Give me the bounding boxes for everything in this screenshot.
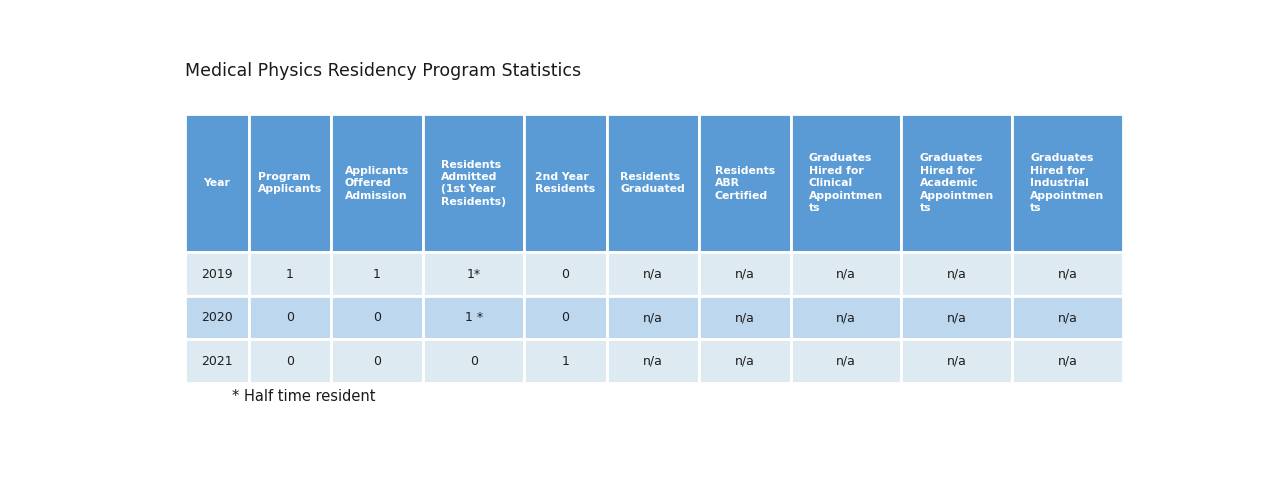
Text: Applicants
Offered
Admission: Applicants Offered Admission [344, 166, 409, 201]
Bar [606, 339, 699, 383]
Text: n/a: n/a [734, 268, 755, 280]
Text: Residents
Graduated: Residents Graduated [620, 172, 685, 194]
Text: Program
Applicants: Program Applicants [258, 172, 322, 194]
Bar [248, 114, 332, 252]
Bar [332, 339, 423, 383]
Bar [1012, 339, 1123, 383]
Text: 0: 0 [286, 355, 294, 368]
Bar [699, 339, 791, 383]
Bar [524, 114, 606, 252]
Bar [1012, 252, 1123, 296]
Bar [423, 114, 524, 252]
Text: Medical Physics Residency Program Statistics: Medical Physics Residency Program Statis… [185, 62, 581, 80]
Text: 1*: 1* [467, 268, 481, 280]
Text: n/a: n/a [734, 355, 755, 368]
Bar [524, 252, 606, 296]
Text: 1: 1 [562, 355, 570, 368]
Bar [332, 114, 423, 252]
Text: n/a: n/a [1057, 268, 1077, 280]
Bar [699, 252, 791, 296]
Bar [524, 296, 606, 339]
Text: 2019: 2019 [201, 268, 233, 280]
Bar [248, 252, 332, 296]
Text: n/a: n/a [947, 311, 967, 324]
Text: 0: 0 [373, 355, 381, 368]
Text: n/a: n/a [643, 311, 662, 324]
Text: 0: 0 [286, 311, 294, 324]
Bar [1012, 296, 1123, 339]
Text: n/a: n/a [1057, 311, 1077, 324]
Bar [423, 296, 524, 339]
Bar [901, 339, 1012, 383]
Text: Year: Year [204, 178, 230, 188]
Bar [423, 339, 524, 383]
Text: 1 *: 1 * [465, 311, 482, 324]
Bar [606, 114, 699, 252]
Bar [524, 339, 606, 383]
Bar [901, 296, 1012, 339]
Text: n/a: n/a [1057, 355, 1077, 368]
Bar [248, 296, 332, 339]
Text: Graduates
Hired for
Industrial
Appointmen
ts: Graduates Hired for Industrial Appointme… [1031, 154, 1104, 213]
Bar [901, 252, 1012, 296]
Text: n/a: n/a [947, 355, 967, 368]
Text: 2nd Year
Residents: 2nd Year Residents [536, 172, 595, 194]
Text: n/a: n/a [643, 355, 662, 368]
Text: Residents
ABR
Certified: Residents ABR Certified [714, 166, 775, 201]
Bar [791, 252, 901, 296]
Bar [699, 114, 791, 252]
Bar [901, 114, 1012, 252]
Text: n/a: n/a [836, 355, 856, 368]
Text: n/a: n/a [734, 311, 755, 324]
Bar [791, 114, 901, 252]
Text: n/a: n/a [643, 268, 662, 280]
Bar [185, 296, 248, 339]
Text: 2021: 2021 [201, 355, 233, 368]
Text: n/a: n/a [836, 311, 856, 324]
Bar [185, 252, 248, 296]
Text: 0: 0 [470, 355, 477, 368]
Text: 0: 0 [373, 311, 381, 324]
Text: 2020: 2020 [201, 311, 233, 324]
Bar [606, 252, 699, 296]
Bar [606, 296, 699, 339]
Bar [248, 339, 332, 383]
Text: 1: 1 [286, 268, 294, 280]
Bar [699, 296, 791, 339]
Bar [791, 339, 901, 383]
Text: n/a: n/a [947, 268, 967, 280]
Text: Residents
Admitted
(1st Year
Residents): Residents Admitted (1st Year Residents) [441, 159, 506, 207]
Text: Graduates
Hired for
Academic
Appointmen
ts: Graduates Hired for Academic Appointmen … [919, 154, 994, 213]
Bar [423, 252, 524, 296]
Text: 0: 0 [562, 268, 570, 280]
Text: 1: 1 [373, 268, 381, 280]
Text: 0: 0 [562, 311, 570, 324]
Bar [185, 339, 248, 383]
Bar [332, 252, 423, 296]
Bar [185, 114, 248, 252]
Bar [791, 296, 901, 339]
Bar [1012, 114, 1123, 252]
Text: * Half time resident: * Half time resident [232, 389, 375, 404]
Bar [332, 296, 423, 339]
Text: n/a: n/a [836, 268, 856, 280]
Text: Graduates
Hired for
Clinical
Appointmen
ts: Graduates Hired for Clinical Appointmen … [809, 154, 884, 213]
